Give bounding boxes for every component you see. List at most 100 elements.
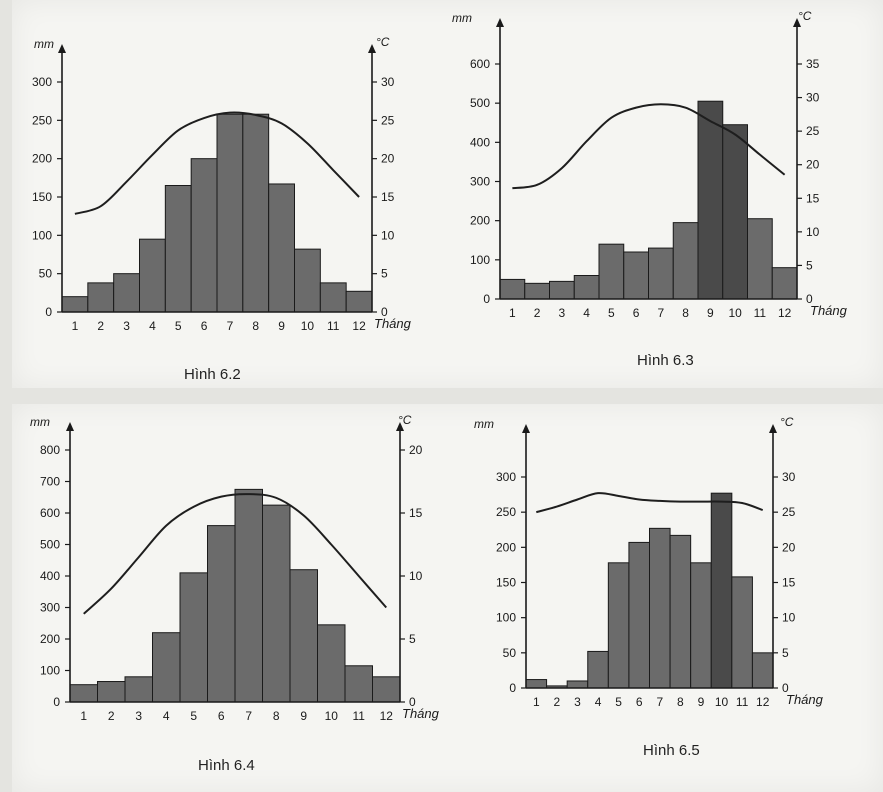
left-tick-label: 400 xyxy=(40,569,60,583)
caption-6-4: Hình 6.4 xyxy=(198,757,255,774)
left-tick-label: 200 xyxy=(470,214,490,228)
x-tick-label-9: 9 xyxy=(300,709,307,723)
x-tick-label-7: 7 xyxy=(656,695,663,709)
x-tick-label-3: 3 xyxy=(123,319,130,333)
x-tick-label-3: 3 xyxy=(135,709,142,723)
left-tick-label: 0 xyxy=(483,292,490,306)
rain-bar-month-9 xyxy=(690,562,712,689)
left-tick-label: 800 xyxy=(40,443,60,457)
rain-bar-month-8 xyxy=(669,534,692,689)
right-tick-label: 5 xyxy=(409,632,416,646)
left-axis-arrow-icon xyxy=(522,424,530,433)
left-tick-label: 600 xyxy=(470,57,490,71)
rain-bar-month-4 xyxy=(573,275,600,300)
rain-bar-month-8 xyxy=(672,222,699,300)
left-tick-label: 250 xyxy=(496,505,516,519)
rain-bar-month-11 xyxy=(319,282,347,313)
rain-bar-month-1 xyxy=(525,679,548,689)
rain-bar-month-12 xyxy=(751,652,774,689)
rain-bar-month-6 xyxy=(207,525,236,703)
rain-bar-month-3 xyxy=(113,273,140,313)
x-tick-label-2: 2 xyxy=(108,709,115,723)
x-axis-title: Tháng xyxy=(786,692,824,707)
x-tick-label-7: 7 xyxy=(245,709,252,723)
rain-bar-month-5 xyxy=(179,572,208,703)
x-tick-label-2: 2 xyxy=(554,695,561,709)
rain-bar-month-12 xyxy=(345,290,373,313)
temperature-line xyxy=(512,103,786,190)
x-tick-label-11: 11 xyxy=(353,709,366,723)
rain-bar-month-11 xyxy=(344,665,373,703)
left-tick-label: 200 xyxy=(496,540,516,554)
x-tick-label-10: 10 xyxy=(728,306,742,320)
left-tick-label: 100 xyxy=(470,253,490,267)
rain-bar-month-1 xyxy=(61,296,89,313)
x-tick-label-1: 1 xyxy=(533,695,540,709)
left-axis-arrow-icon xyxy=(66,422,74,431)
temperature-line xyxy=(536,492,764,514)
x-tick-label-12: 12 xyxy=(778,306,792,320)
rain-bar-month-3 xyxy=(124,676,153,703)
left-axis-arrow-icon xyxy=(496,18,504,27)
right-tick-label: 20 xyxy=(409,443,423,457)
left-tick-label: 50 xyxy=(39,267,53,281)
rain-bar-month-9 xyxy=(268,183,295,313)
right-tick-label: 15 xyxy=(409,506,423,520)
left-tick-label: 100 xyxy=(496,611,516,625)
x-tick-label-3: 3 xyxy=(559,306,566,320)
left-tick-label: 50 xyxy=(503,646,517,660)
x-tick-label-4: 4 xyxy=(595,695,602,709)
left-unit-label: mm xyxy=(474,417,494,431)
x-tick-label-10: 10 xyxy=(301,319,315,333)
x-tick-label-8: 8 xyxy=(677,695,684,709)
rain-bar-month-5 xyxy=(607,562,630,689)
rain-bar-month-9 xyxy=(289,569,318,703)
rain-bar-month-4 xyxy=(587,650,609,689)
x-tick-label-9: 9 xyxy=(698,695,705,709)
left-tick-label: 0 xyxy=(53,695,60,709)
x-tick-label-2: 2 xyxy=(97,319,104,333)
left-tick-label: 0 xyxy=(45,305,52,319)
left-tick-label: 0 xyxy=(509,681,516,695)
rain-bar-month-3 xyxy=(549,280,575,300)
x-tick-label-1: 1 xyxy=(80,709,87,723)
rain-bar-month-6 xyxy=(190,158,218,313)
x-tick-label-7: 7 xyxy=(658,306,665,320)
left-tick-label: 200 xyxy=(40,632,60,646)
right-axis-arrow-icon xyxy=(793,18,801,27)
x-tick-label-4: 4 xyxy=(163,709,170,723)
right-tick-label: 30 xyxy=(782,470,796,484)
rain-bar-month-12 xyxy=(372,676,401,703)
rain-bar-month-7 xyxy=(649,527,671,689)
x-tick-label-12: 12 xyxy=(756,695,770,709)
right-tick-label: 0 xyxy=(409,695,416,709)
rain-bar-month-10 xyxy=(294,248,321,313)
right-axis-arrow-icon xyxy=(368,44,376,53)
right-tick-label: 10 xyxy=(806,225,820,239)
x-tick-label-6: 6 xyxy=(201,319,208,333)
right-unit-label: °C xyxy=(780,415,794,429)
right-tick-label: 15 xyxy=(782,576,796,590)
right-tick-label: 5 xyxy=(782,646,789,660)
rain-bar-month-11 xyxy=(747,218,773,300)
caption-6-2: Hình 6.2 xyxy=(184,366,241,383)
caption-6-5: Hình 6.5 xyxy=(643,742,700,759)
rain-bar-month-8 xyxy=(262,504,291,703)
rain-bar-month-4 xyxy=(152,632,181,703)
right-tick-label: 5 xyxy=(806,258,813,272)
right-tick-label: 20 xyxy=(782,540,796,554)
x-tick-label-10: 10 xyxy=(715,695,729,709)
x-axis-title: Tháng xyxy=(402,706,440,721)
right-tick-label: 35 xyxy=(806,57,820,71)
right-tick-label: 0 xyxy=(806,292,813,306)
temperature-line xyxy=(74,111,360,215)
x-tick-label-9: 9 xyxy=(707,306,714,320)
rain-bar-month-2 xyxy=(87,282,115,313)
right-tick-label: 20 xyxy=(806,158,820,172)
left-tick-label: 100 xyxy=(32,228,52,242)
right-axis-arrow-icon xyxy=(396,422,404,431)
right-tick-label: 10 xyxy=(409,569,423,583)
left-tick-label: 500 xyxy=(470,96,490,110)
